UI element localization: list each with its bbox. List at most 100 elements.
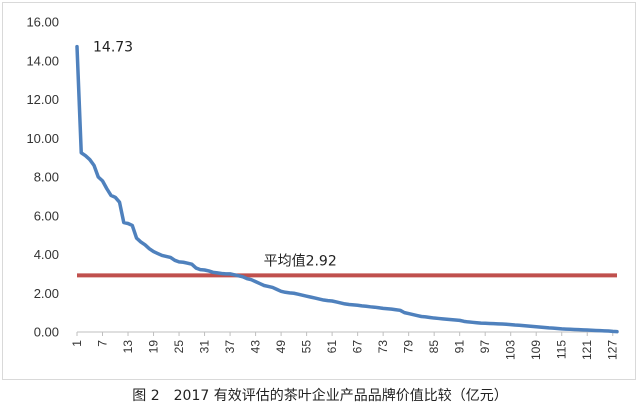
figure-caption: 图 2 2017 有效评估的茶叶企业产品品牌价值比较（亿元） xyxy=(132,388,508,404)
y-tick-label: 14.00 xyxy=(26,53,59,68)
data-point xyxy=(140,241,142,243)
data-point xyxy=(595,329,597,332)
data-point xyxy=(395,309,397,311)
x-tick-label: 67 xyxy=(351,340,365,354)
data-point xyxy=(203,269,206,271)
data-point xyxy=(288,292,291,294)
data-point xyxy=(378,307,380,309)
x-tick-label: 13 xyxy=(121,340,135,354)
data-point xyxy=(276,288,278,290)
data-point xyxy=(590,329,593,331)
data-point xyxy=(454,319,457,321)
data-point xyxy=(348,303,350,306)
data-point xyxy=(463,320,465,322)
data-point xyxy=(93,164,95,166)
data-point xyxy=(573,328,576,331)
data-point xyxy=(216,272,218,274)
x-tick-label: 55 xyxy=(300,340,314,354)
data-point xyxy=(446,318,448,320)
data-point xyxy=(552,327,554,329)
data-point xyxy=(535,326,537,328)
data-point xyxy=(386,308,388,310)
data-point xyxy=(135,237,138,239)
data-point xyxy=(437,317,440,320)
data-point xyxy=(212,271,214,273)
data-point xyxy=(501,323,503,325)
data-point xyxy=(467,321,469,323)
data-point xyxy=(297,293,299,295)
data-point xyxy=(586,329,588,331)
x-tick-label: 85 xyxy=(427,340,441,354)
data-point xyxy=(220,272,223,275)
data-point xyxy=(331,300,333,302)
data-point xyxy=(191,263,193,265)
data-point xyxy=(382,307,384,309)
x-tick-label: 103 xyxy=(504,340,518,360)
x-tick-label: 115 xyxy=(555,340,569,359)
data-point xyxy=(229,273,231,275)
data-point xyxy=(603,330,605,332)
data-point xyxy=(531,325,533,327)
data-point xyxy=(429,316,431,319)
data-point xyxy=(254,281,257,283)
data-point xyxy=(357,304,359,306)
x-tick-label: 61 xyxy=(325,340,339,354)
y-tick-label: 8.00 xyxy=(34,170,59,185)
data-point xyxy=(169,256,172,259)
data-point xyxy=(505,323,508,325)
data-point xyxy=(412,313,414,316)
y-tick-label: 10.00 xyxy=(26,131,59,146)
data-point xyxy=(195,267,197,269)
data-point xyxy=(182,261,184,263)
data-point xyxy=(480,322,482,324)
data-point xyxy=(399,309,401,311)
y-tick-label: 6.00 xyxy=(34,208,59,223)
data-point xyxy=(335,301,337,303)
y-tick-label: 16.00 xyxy=(26,15,59,30)
data-point xyxy=(271,286,274,289)
data-point xyxy=(237,275,240,277)
data-point xyxy=(174,259,176,261)
data-point xyxy=(488,322,491,325)
peak-label: 14.73 xyxy=(93,40,133,56)
data-point xyxy=(263,284,265,287)
data-point xyxy=(403,312,406,314)
data-point xyxy=(186,262,189,264)
data-point xyxy=(493,323,495,325)
data-point xyxy=(459,319,461,321)
x-tick-label: 109 xyxy=(529,340,543,360)
data-point xyxy=(178,261,180,263)
data-point xyxy=(242,276,244,278)
data-point xyxy=(340,302,342,304)
x-tick-label: 121 xyxy=(580,340,594,360)
data-point xyxy=(582,329,584,331)
data-point xyxy=(250,279,252,281)
data-point xyxy=(510,324,512,326)
data-point xyxy=(352,304,354,306)
data-point xyxy=(157,252,159,255)
data-point xyxy=(161,254,163,257)
data-point xyxy=(127,222,129,225)
x-tick-label: 31 xyxy=(198,340,212,354)
x-tick-label: 1 xyxy=(70,340,84,347)
line-chart: 0.00 2.00 4.00 6.00 8.00 10.00 12.00 14.00 16.00… xyxy=(26,15,619,361)
data-point xyxy=(476,322,478,324)
chart-frame: 0.00 2.00 4.00 6.00 8.00 10.00 12.00 14.00 16.00… xyxy=(2,2,636,380)
data-point xyxy=(199,269,201,271)
data-point xyxy=(310,296,312,298)
data-point xyxy=(484,322,486,324)
x-tick-label: 97 xyxy=(478,340,492,354)
data-point xyxy=(233,274,235,276)
x-tick-label: 25 xyxy=(172,340,186,354)
x-tick-label: 37 xyxy=(223,340,237,354)
data-point xyxy=(578,329,580,331)
data-point xyxy=(152,250,155,253)
data-point xyxy=(556,327,559,330)
data-point xyxy=(123,221,125,224)
data-point xyxy=(522,325,525,327)
data-point xyxy=(89,158,91,161)
data-point xyxy=(527,325,529,327)
data-point xyxy=(471,321,474,323)
data-point xyxy=(314,297,316,299)
data-point xyxy=(599,330,601,332)
